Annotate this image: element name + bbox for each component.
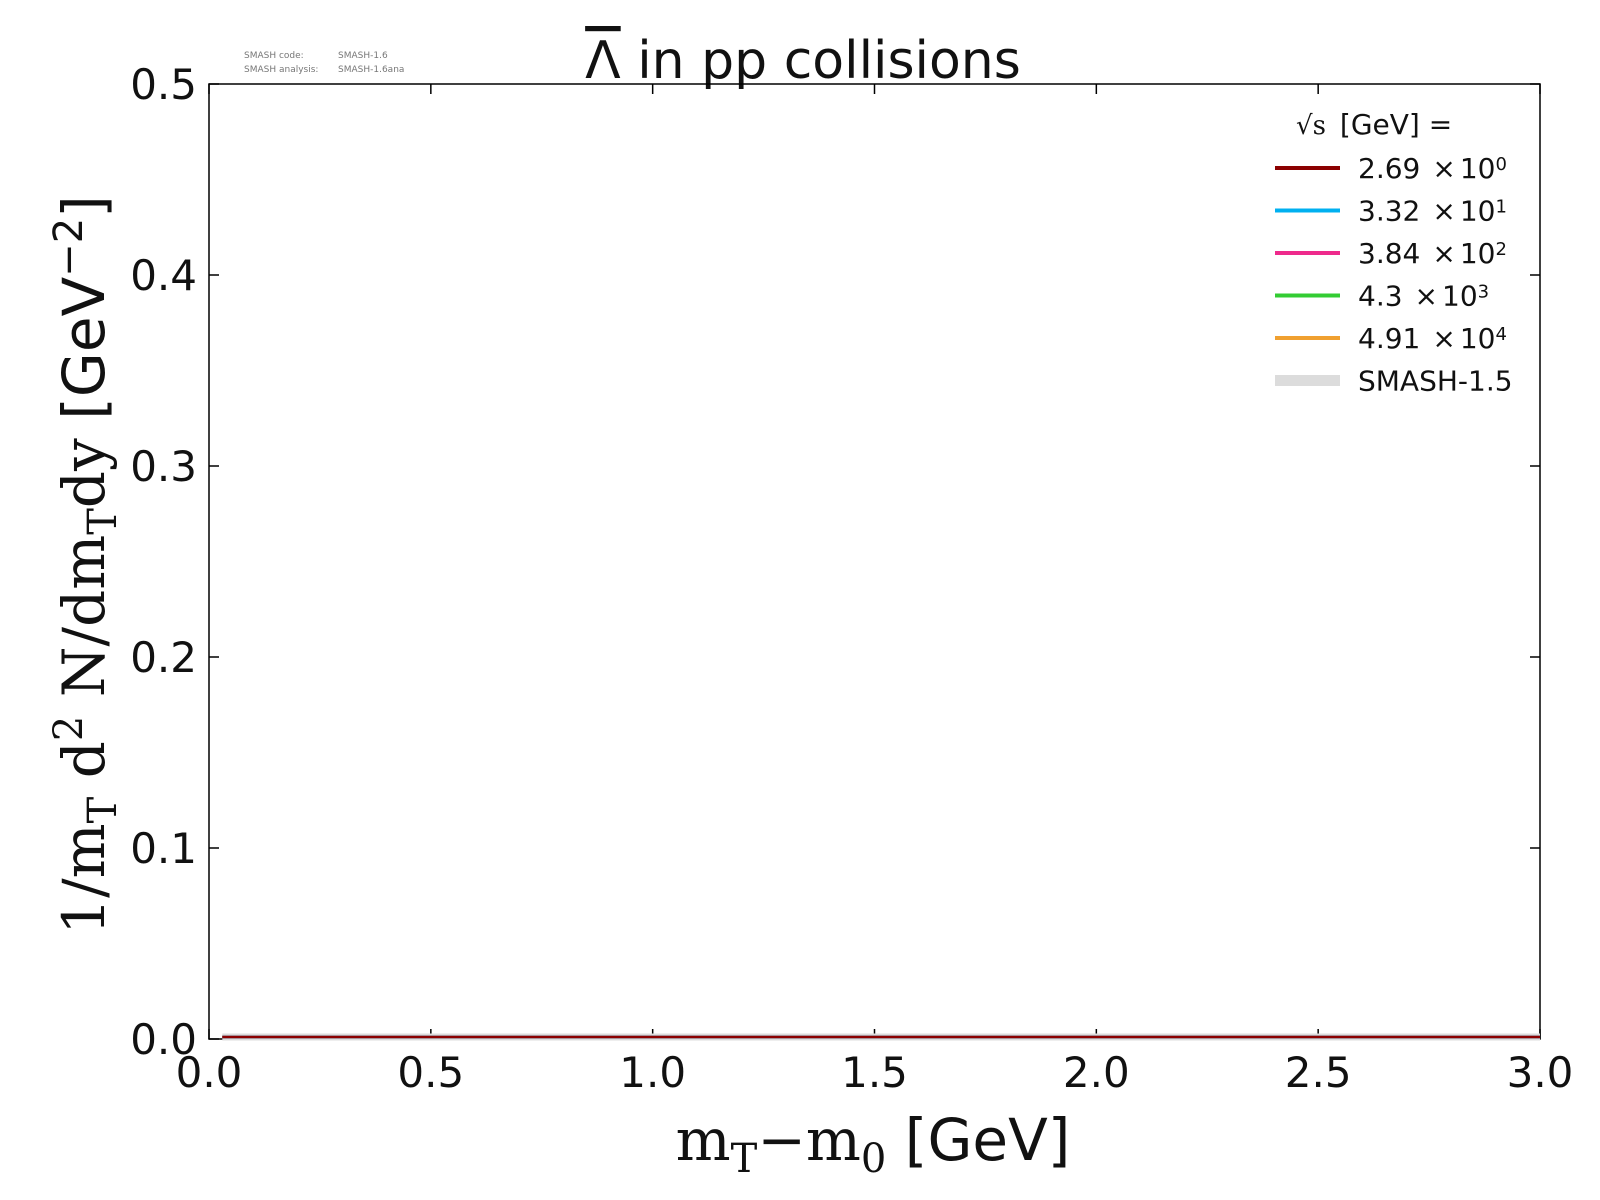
y-axis-label: 1/mT d2 N/dmTdy [GeV−2] xyxy=(46,195,126,935)
x-tick-label: 2.5 xyxy=(1285,1048,1352,1097)
y-tick-label: 0.5 xyxy=(130,60,197,109)
x-axis-label: mT−m0 [GeV] xyxy=(676,1106,1071,1182)
y-tick-label: 0.2 xyxy=(130,633,197,682)
legend-entry: 4.91 × 104 xyxy=(1358,322,1507,355)
legend: √s [GeV] = 2.69 × 100 3.32 × 101 3.84 × 102 4.3 × 10… xyxy=(1275,108,1513,398)
legend-entry: 2.69 × 100 xyxy=(1358,152,1507,185)
title-rest: in pp collisions xyxy=(621,31,1021,91)
version-code-value: SMASH-1.6 xyxy=(338,51,388,61)
x-tick-label: 2.0 xyxy=(1063,1048,1130,1097)
version-code-label: SMASH code: xyxy=(244,51,304,61)
legend-entry: 3.32 × 101 xyxy=(1358,195,1507,228)
y-tick-label: 0.3 xyxy=(130,442,197,491)
y-axis-ticks: 0.0 0.1 0.2 0.3 0.4 0.5 xyxy=(130,60,1540,1064)
chart-title: Λ in pp collisions xyxy=(585,31,1021,91)
title-lambda: Λ xyxy=(585,31,621,91)
x-tick-label: 1.5 xyxy=(841,1048,908,1097)
y-tick-label: 0.0 xyxy=(130,1015,197,1064)
x-tick-label: 1.0 xyxy=(619,1048,686,1097)
x-tick-label: 3.0 xyxy=(1507,1048,1574,1097)
x-tick-label: 0.0 xyxy=(176,1048,243,1097)
x-tick-label: 0.5 xyxy=(397,1048,464,1097)
version-analysis-value: SMASH-1.6ana xyxy=(338,65,404,75)
legend-entry: 3.84 × 102 xyxy=(1358,237,1507,270)
legend-entry: 4.3 × 103 xyxy=(1358,280,1489,313)
version-analysis-label: SMASH analysis: xyxy=(244,65,318,75)
legend-entry: SMASH-1.5 xyxy=(1358,365,1513,398)
y-tick-label: 0.1 xyxy=(130,824,197,873)
x-axis-ticks: 0.0 0.5 1.0 1.5 2.0 2.5 3.0 xyxy=(176,84,1574,1097)
y-tick-label: 0.4 xyxy=(130,251,197,300)
legend-title: √s [GeV] = xyxy=(1296,108,1452,141)
